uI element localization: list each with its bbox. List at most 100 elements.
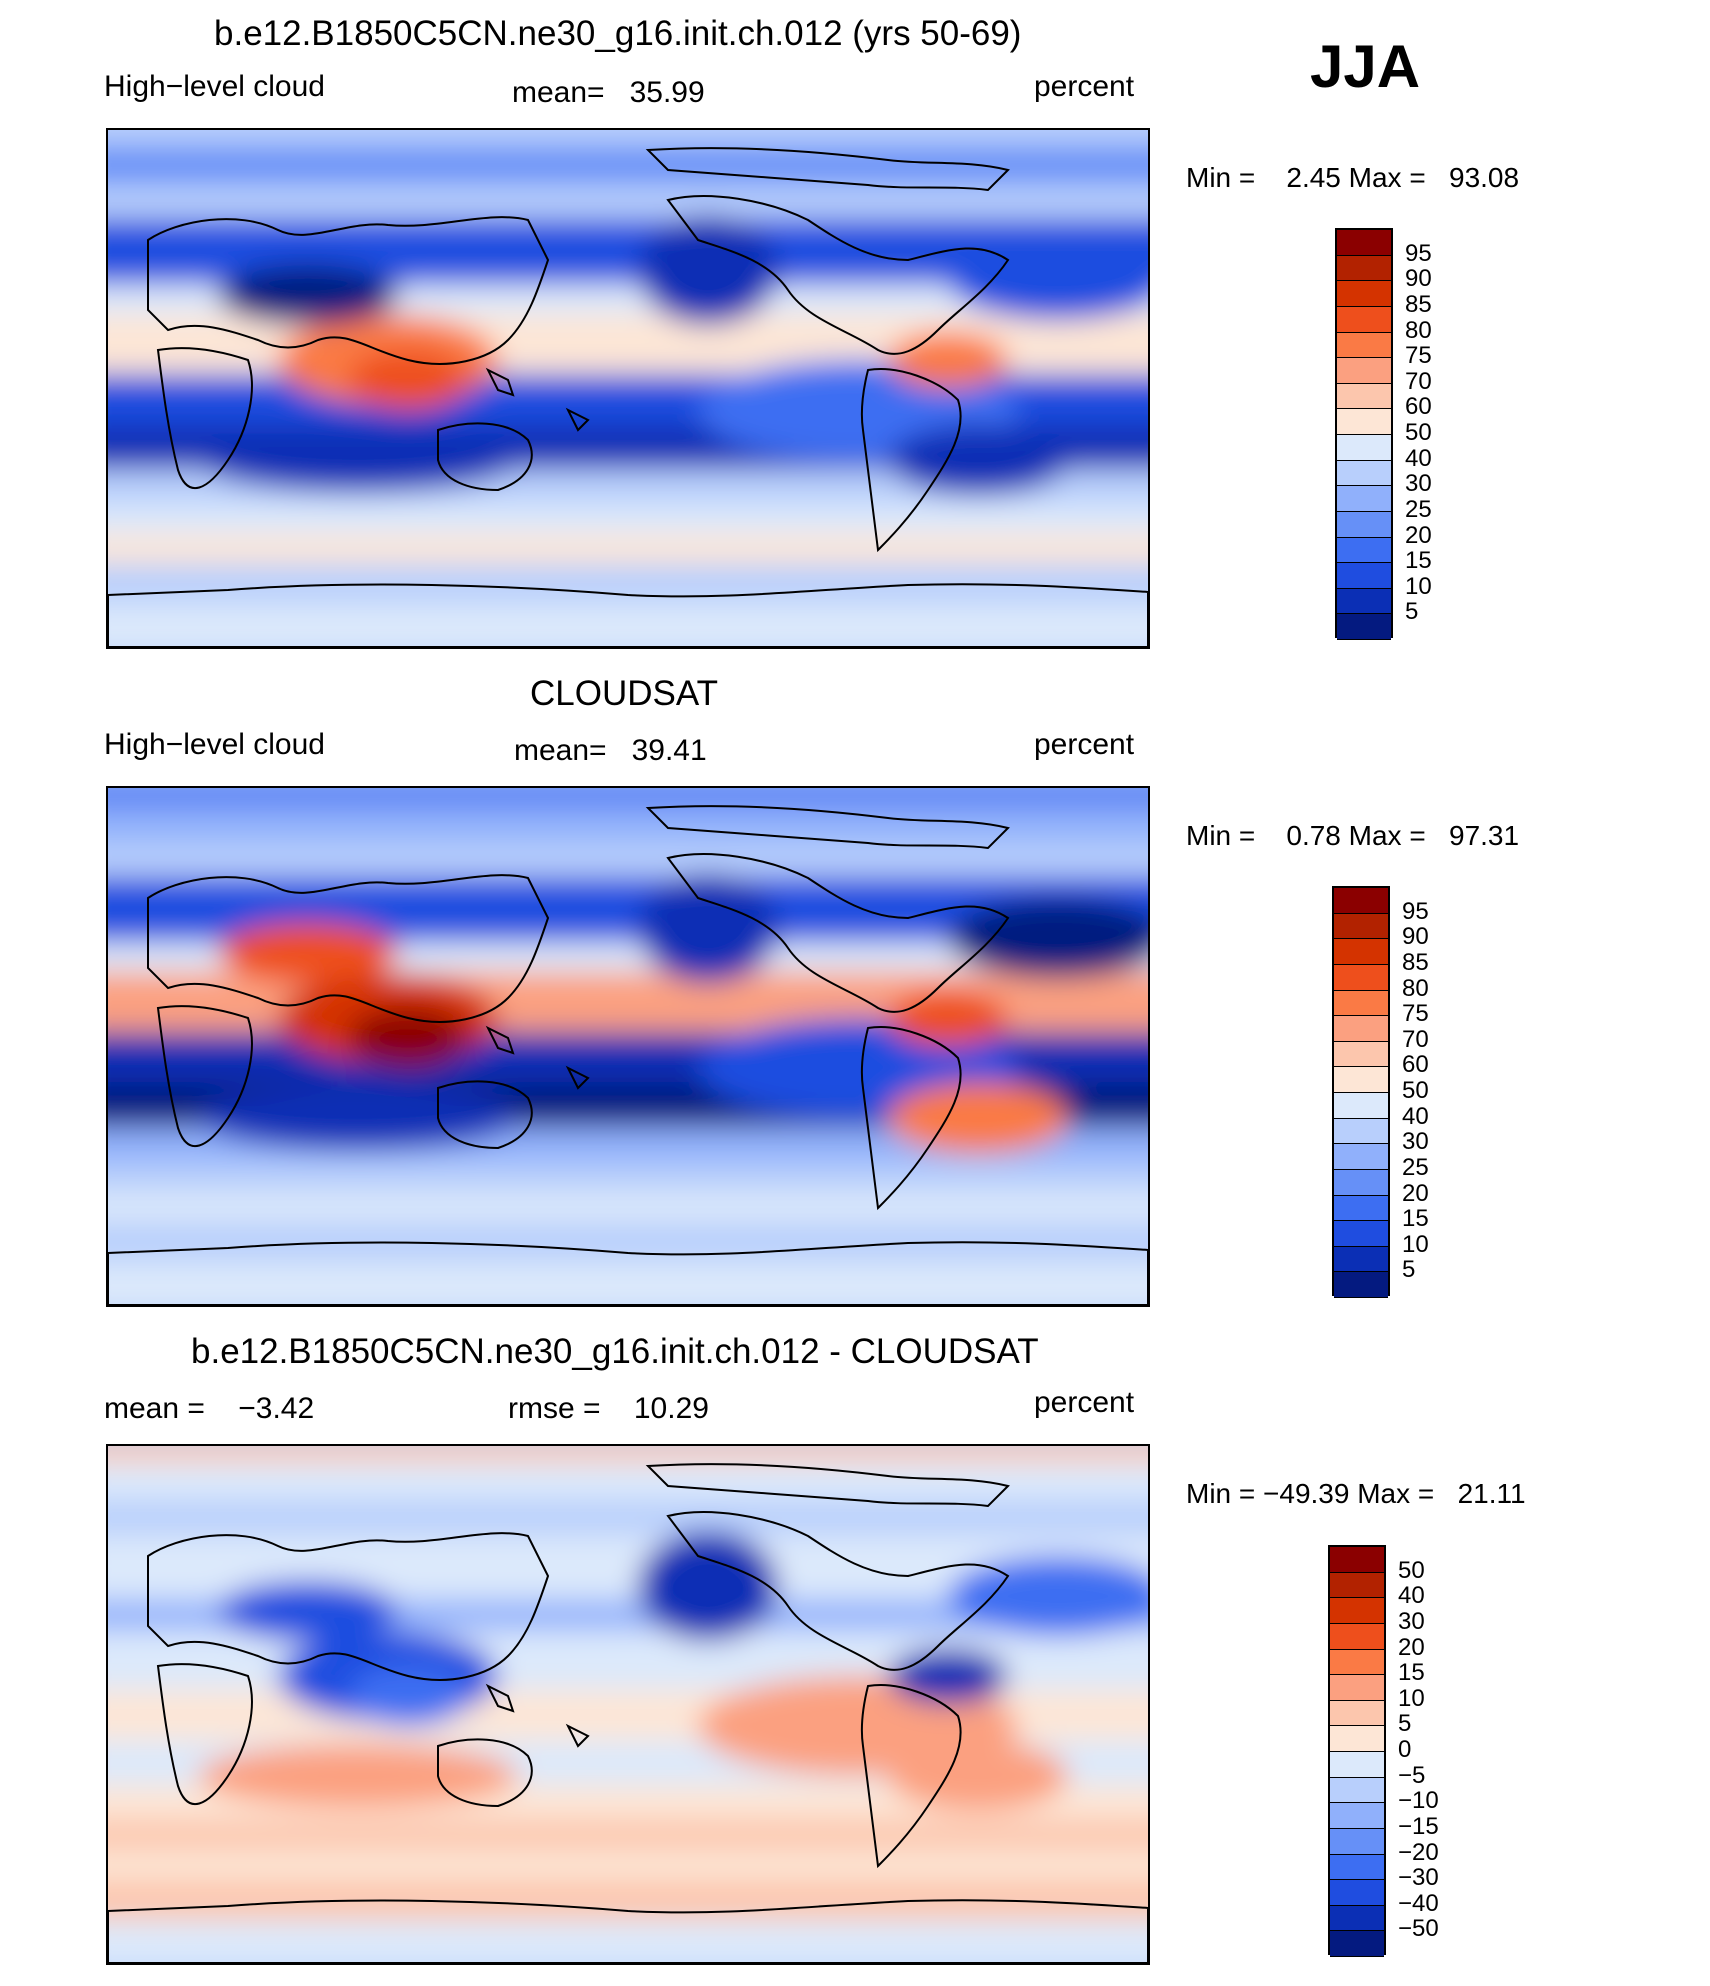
- colorbar-tick-label: 50: [1398, 1556, 1425, 1584]
- colorbar-swatch: [1334, 990, 1388, 1017]
- coastline: [485, 1683, 590, 1748]
- coastline: [156, 1663, 253, 1806]
- colorbar-tick-label: 50: [1405, 419, 1432, 446]
- coastline: [860, 1026, 962, 1211]
- colorbar-tick-label: 75: [1405, 342, 1432, 370]
- colorbar-tick-label: 5: [1405, 598, 1419, 626]
- panel-2-map: [106, 786, 1150, 1307]
- colorbar-swatch: [1334, 1144, 1388, 1170]
- map-contour-region: [888, 425, 1068, 495]
- colorbar-swatch: [1330, 1572, 1384, 1599]
- colorbar-tick-label: −30: [1398, 1864, 1439, 1892]
- colorbar-swatch: [1337, 435, 1391, 461]
- coastlines: [108, 805, 1148, 1305]
- panel-1-units-label: percent: [1034, 70, 1135, 103]
- colorbar-tick-label: 25: [1405, 495, 1432, 523]
- panel-1-map: [106, 128, 1150, 649]
- coastline: [860, 368, 962, 553]
- colorbar-tick-label: −50: [1398, 1915, 1439, 1943]
- map-contour-region: [348, 350, 468, 410]
- colorbar-swatch: [1330, 1649, 1384, 1676]
- colorbar-swatch: [1334, 1016, 1388, 1042]
- colorbar-swatch: [1334, 1041, 1388, 1068]
- colorbar-tick-label: 90: [1405, 265, 1432, 293]
- map-canvas: [108, 130, 1148, 647]
- coastline: [108, 1241, 1148, 1305]
- coastline: [485, 1025, 590, 1090]
- colorbar-swatch: [1334, 1195, 1388, 1222]
- colorbar-tick-label: 10: [1398, 1684, 1425, 1712]
- coastline: [437, 422, 533, 492]
- colorbar-swatch: [1334, 1118, 1388, 1145]
- colorbar-swatch: [1337, 306, 1391, 333]
- panel-2-min-max: Min = 0.78 Max = 97.31: [1186, 820, 1520, 851]
- panel-1-mean-label: mean= 35.99: [512, 76, 705, 109]
- colorbar-tick-label: 20: [1398, 1633, 1425, 1661]
- colorbar-swatch: [1337, 409, 1391, 435]
- colorbar-swatch: [1337, 255, 1391, 282]
- colorbar-swatch: [1330, 1931, 1384, 1957]
- map-contour-region: [888, 990, 1008, 1046]
- colorbar-tick-label: 60: [1402, 1051, 1429, 1079]
- coastline: [437, 1080, 533, 1150]
- colorbar-tick-label: 40: [1402, 1102, 1429, 1130]
- coastline: [147, 1532, 550, 1681]
- coastline: [485, 367, 590, 432]
- colorbar-swatch: [1337, 460, 1391, 487]
- map-contour-region: [198, 428, 518, 492]
- colorbar-swatches: [1332, 886, 1390, 1298]
- colorbar-tick-label: 60: [1405, 393, 1432, 421]
- colorbar-tick-label: 15: [1398, 1659, 1425, 1687]
- colorbar-swatch: [1334, 888, 1388, 914]
- colorbar-swatch: [1337, 563, 1391, 589]
- colorbar-tick-label: 10: [1405, 572, 1432, 600]
- colorbar-tick-label: 15: [1402, 1205, 1429, 1233]
- colorbar-tick-label: 20: [1405, 521, 1432, 549]
- colorbar-tick-label: 0: [1398, 1736, 1412, 1763]
- colorbar-tick-label: 25: [1402, 1153, 1429, 1181]
- colorbar-tick-label: −15: [1398, 1812, 1439, 1840]
- colorbar-swatch: [1337, 230, 1391, 256]
- panel-1-title: b.e12.B1850C5CN.ne30_g16.init.ch.012 (yr…: [214, 14, 1022, 53]
- colorbar-swatch: [1330, 1828, 1384, 1855]
- season-label: JJA: [1310, 33, 1421, 100]
- map-contour-region: [948, 898, 1148, 978]
- map-contour-region: [348, 1008, 468, 1068]
- panel-3-map: [106, 1444, 1150, 1965]
- colorbar-swatch: [1330, 1598, 1384, 1624]
- colorbar-swatch: [1337, 588, 1391, 615]
- colorbar-swatch: [1334, 1067, 1388, 1093]
- colorbar-tick-label: 30: [1398, 1607, 1425, 1635]
- coastline: [666, 1511, 1010, 1671]
- coastline: [156, 347, 253, 490]
- colorbar-swatch: [1334, 1093, 1388, 1119]
- colorbar-tick-label: −10: [1398, 1787, 1439, 1815]
- map-canvas: [108, 788, 1148, 1305]
- colorbar-tick-label: 70: [1405, 367, 1432, 395]
- panel-3-units-label: percent: [1034, 1386, 1135, 1419]
- coastlines: [108, 1463, 1148, 1963]
- map-contour-region: [638, 215, 778, 325]
- colorbar-swatch: [1330, 1752, 1384, 1778]
- panel-3-min-max: Min = −49.39 Max = 21.11: [1186, 1478, 1526, 1509]
- map-contour-region: [948, 1556, 1148, 1636]
- map-canvas: [108, 1446, 1148, 1963]
- coastline: [666, 853, 1010, 1013]
- colorbar-tick-label: 95: [1405, 239, 1432, 267]
- colorbar-swatch: [1337, 486, 1391, 512]
- colorbar-tick-label: 90: [1402, 923, 1429, 951]
- map-contour-region: [218, 923, 398, 983]
- map-contour-region: [888, 1741, 1068, 1811]
- map-contour-band: [108, 1920, 1148, 1963]
- panel-3-title: b.e12.B1850C5CN.ne30_g16.init.ch.012 - C…: [191, 1332, 1039, 1371]
- colorbar-tick-label: 75: [1402, 1000, 1429, 1028]
- colorbar-swatch: [1337, 358, 1391, 384]
- map-contour-region: [888, 1083, 1068, 1153]
- map-contour-region: [638, 1531, 778, 1641]
- colorbar-swatch: [1330, 1675, 1384, 1701]
- colorbar-swatch: [1330, 1777, 1384, 1804]
- colorbar-tick-label: 40: [1405, 444, 1432, 472]
- colorbar-tick-label: 15: [1405, 547, 1432, 575]
- coastline: [147, 216, 550, 365]
- coastline: [108, 583, 1148, 647]
